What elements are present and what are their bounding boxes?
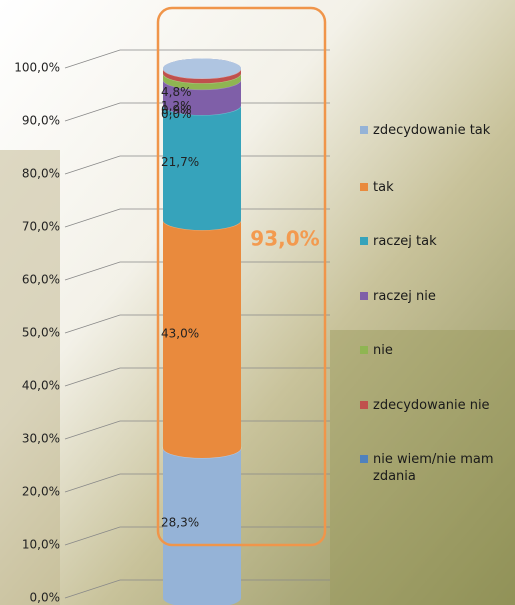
chart: 0,0% 10,0% 20,0% 30,0% 40,0% 50,0% 60,0% 70,0% 8… (0, 0, 515, 605)
y-tick-label: 80,0% (22, 167, 60, 181)
legend-label: nie (373, 342, 510, 359)
value-label: 21,7% (161, 155, 199, 169)
y-tick-label: 0,0% (30, 591, 61, 605)
value-label: 43,0% (161, 327, 199, 341)
y-tick-label: 60,0% (22, 273, 60, 287)
legend-swatch (360, 183, 368, 191)
legend-entry: nie wiem/nie mam zdania (360, 451, 510, 485)
legend-entry: raczej tak (360, 233, 510, 250)
legend-label: tak (373, 179, 510, 196)
y-tick-label: 40,0% (22, 379, 60, 393)
legend-entry: zdecydowanie nie (360, 397, 510, 414)
y-tick-label: 30,0% (22, 432, 60, 446)
y-tick-label: 100,0% (14, 61, 60, 75)
y-tick-label: 20,0% (22, 485, 60, 499)
legend-swatch (360, 346, 368, 354)
legend-label: raczej nie (373, 288, 510, 305)
legend-label: nie wiem/nie mam zdania (373, 451, 510, 485)
bar-cap (163, 59, 241, 79)
value-label: 0,0% (161, 107, 192, 121)
legend-swatch (360, 455, 368, 463)
y-tick-label: 70,0% (22, 220, 60, 234)
legend-label: zdecydowanie nie (373, 397, 510, 414)
y-tick-label: 90,0% (22, 114, 60, 128)
y-tick-label: 50,0% (22, 326, 60, 340)
legend-swatch (360, 292, 368, 300)
legend-entry: nie (360, 342, 510, 359)
value-label: 4,8% (161, 85, 192, 99)
legend-entry: tak (360, 179, 510, 196)
annotation: 93,0% (250, 227, 319, 251)
legend-swatch (360, 237, 368, 245)
legend-swatch (360, 401, 368, 409)
legend-label: zdecydowanie tak (373, 122, 510, 139)
value-label: 28,3% (161, 516, 199, 530)
legend-entry: zdecydowanie tak (360, 122, 510, 139)
legend-label: raczej tak (373, 233, 510, 250)
y-tick-label: 10,0% (22, 538, 60, 552)
legend-swatch (360, 126, 368, 134)
legend-entry: raczej nie (360, 288, 510, 305)
